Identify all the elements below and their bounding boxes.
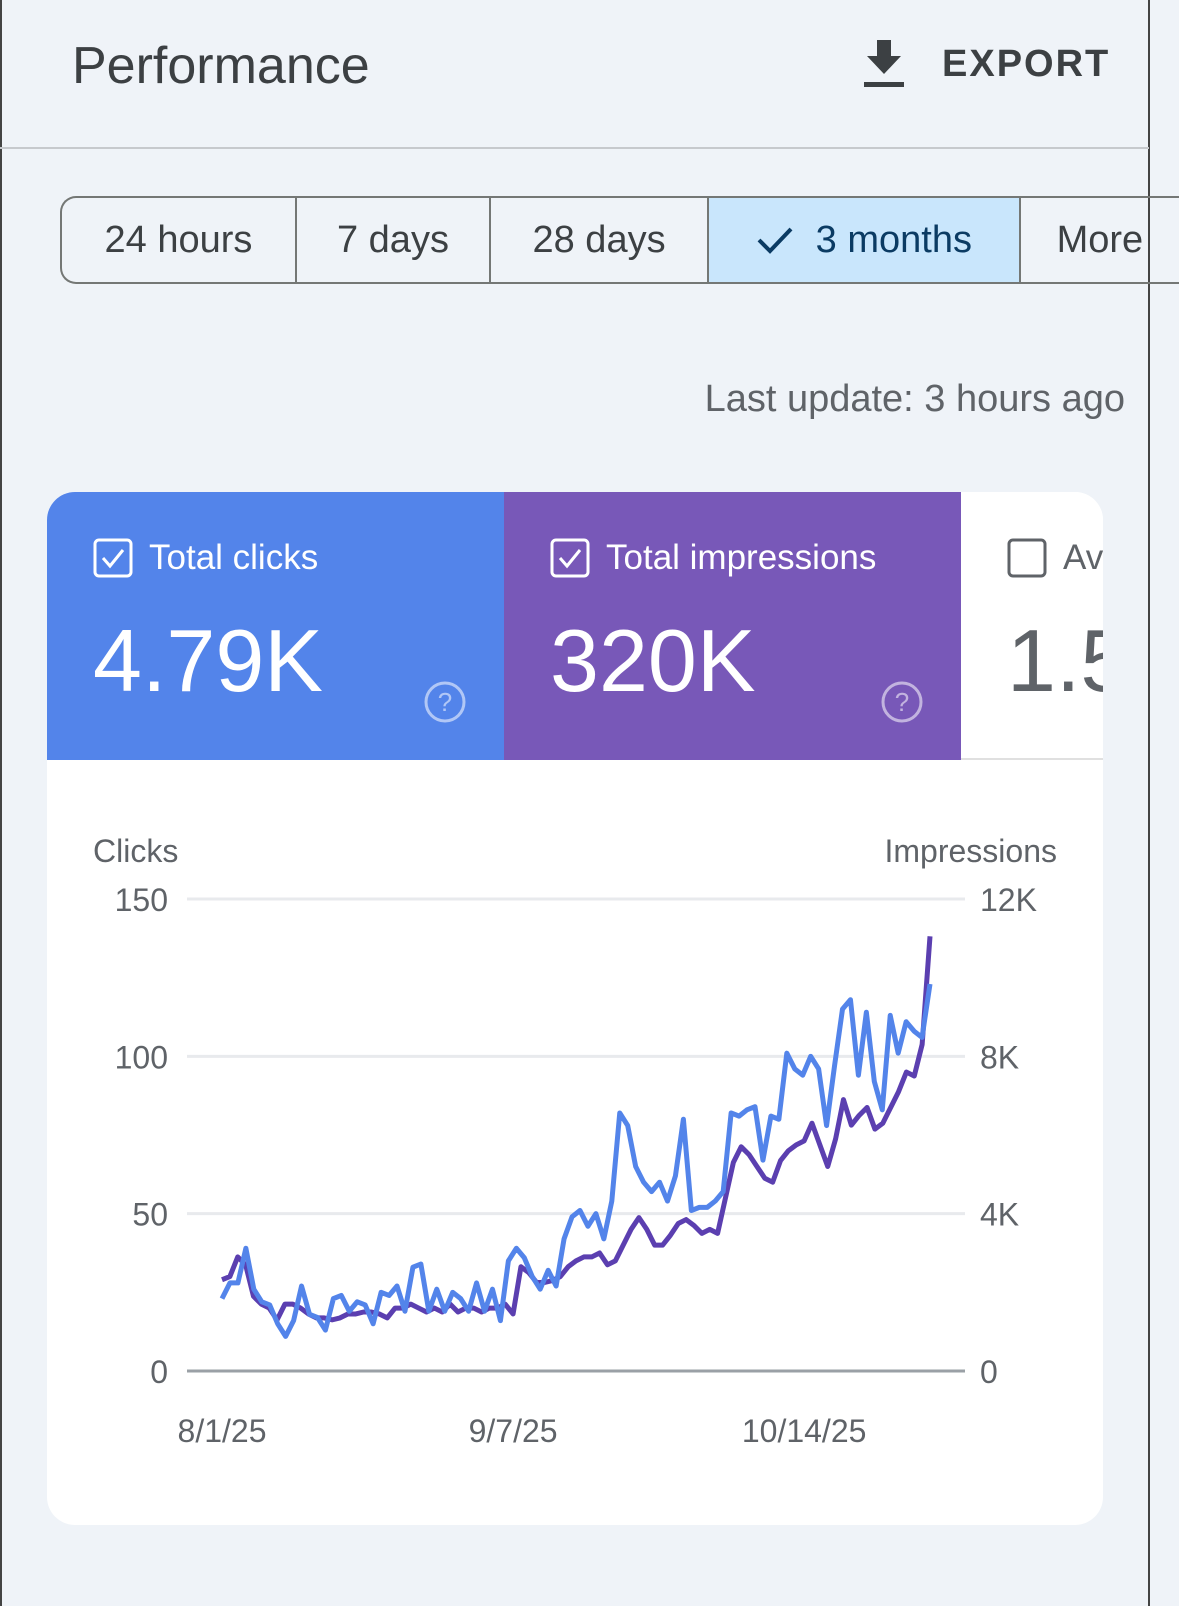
- right-tick-label: 0: [980, 1354, 998, 1390]
- svg-text:?: ?: [438, 687, 452, 717]
- tab-7-days[interactable]: 7 days: [297, 198, 492, 282]
- svg-text:?: ?: [895, 687, 909, 717]
- tab-24-hours[interactable]: 24 hours: [62, 198, 297, 282]
- checkbox-checked-icon[interactable]: [550, 538, 590, 578]
- left-tick-label: 100: [115, 1039, 168, 1075]
- metric-value: 4.79K: [93, 611, 323, 710]
- tab-28-days[interactable]: 28 days: [491, 198, 710, 282]
- metric-label: Av: [1063, 538, 1103, 577]
- check-icon: [757, 227, 793, 254]
- tab-label: 24 hours: [104, 218, 253, 261]
- metric-value: 320K: [550, 611, 756, 710]
- tab-label: More: [1056, 218, 1144, 261]
- left-tick-label: 150: [115, 882, 168, 918]
- metric-value: 1.5: [1007, 611, 1103, 710]
- download-icon: [864, 40, 904, 87]
- right-tick-label: 4K: [980, 1197, 1019, 1233]
- date-range-tabs: 24 hours 7 days 28 days 3 months More: [60, 196, 1179, 284]
- tab-more[interactable]: More: [1021, 198, 1179, 282]
- metric-tile-total-impressions[interactable]: Total impressions 320K ?: [504, 492, 961, 760]
- tab-label: 7 days: [336, 218, 449, 261]
- help-icon[interactable]: ?: [880, 680, 924, 724]
- metric-label: Total impressions: [606, 538, 877, 577]
- export-label: EXPORT: [942, 42, 1111, 85]
- metric-tile-average[interactable]: Av 1.5: [961, 492, 1103, 760]
- x-tick-label: 9/7/25: [469, 1413, 558, 1449]
- window-edge-left: [0, 0, 2, 1606]
- help-icon[interactable]: ?: [423, 680, 467, 724]
- series-line-clicks: [219, 983, 933, 1339]
- left-tick-label: 0: [150, 1354, 168, 1390]
- metric-tile-total-clicks[interactable]: Total clicks 4.79K ?: [47, 492, 504, 760]
- page-title: Performance: [72, 37, 370, 95]
- x-tick-label: 8/1/25: [178, 1413, 267, 1449]
- left-tick-label: 50: [132, 1197, 168, 1233]
- metric-label: Total clicks: [149, 538, 319, 577]
- checkbox-unchecked-icon[interactable]: [1007, 538, 1047, 578]
- tab-3-months[interactable]: 3 months: [709, 198, 1021, 282]
- window-edge-right: [1148, 0, 1150, 1606]
- right-axis-label: Impressions: [885, 833, 1058, 869]
- x-tick-label: 10/14/25: [742, 1413, 867, 1449]
- export-button[interactable]: EXPORT: [862, 40, 1110, 88]
- right-tick-label: 12K: [980, 882, 1037, 918]
- tab-label: 3 months: [815, 218, 972, 261]
- right-tick-label: 8K: [980, 1039, 1019, 1075]
- performance-chart: Clicks Impressions 0 0 50 4K 100 8K 150 12K 8/1/…: [93, 833, 1058, 1449]
- last-update-text: Last update: 3 hours ago: [704, 378, 1125, 420]
- tab-label: 28 days: [532, 218, 666, 261]
- checkbox-checked-icon[interactable]: [93, 538, 133, 578]
- series-line-impressions: [221, 936, 933, 1323]
- performance-card: Total clicks 4.79K ? Total impressions 3…: [47, 492, 1103, 1525]
- left-axis-label: Clicks: [93, 833, 178, 869]
- header-divider: [0, 147, 1149, 149]
